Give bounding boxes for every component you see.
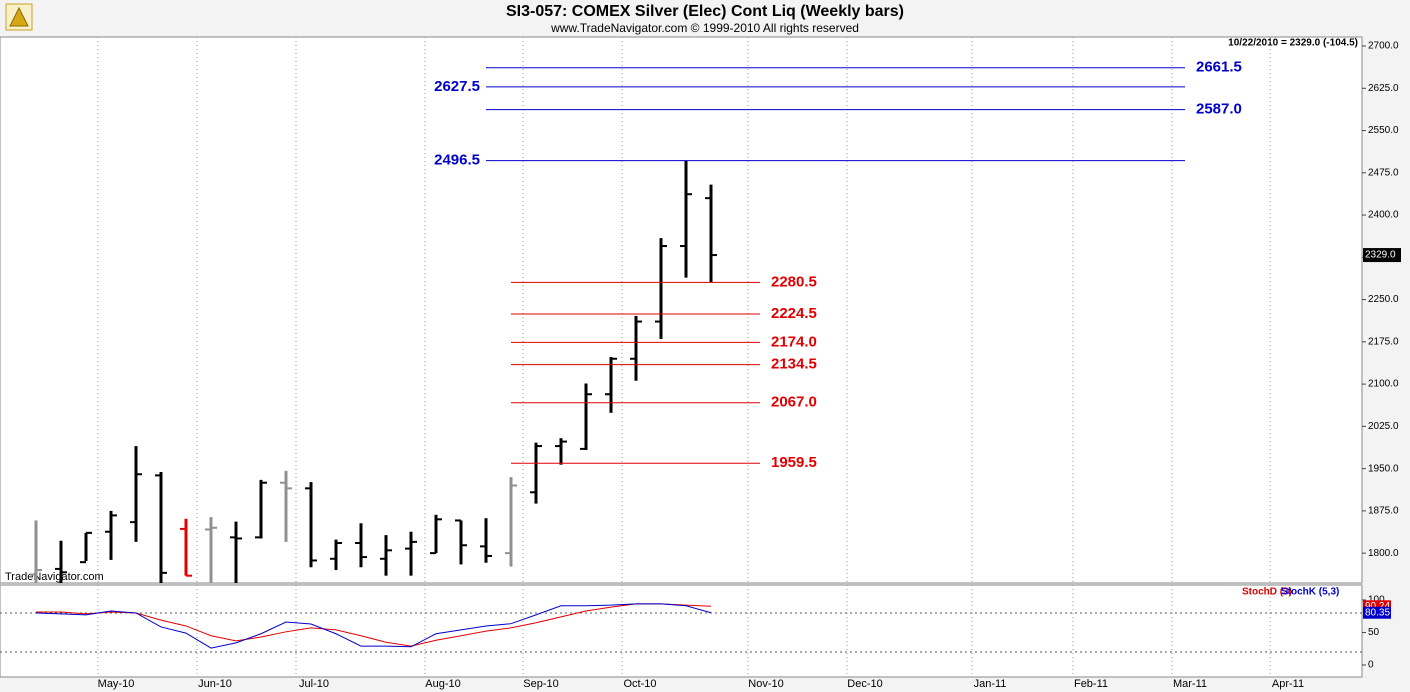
x-tick-label: Mar-11 <box>1173 678 1207 690</box>
price-pane <box>0 36 1363 584</box>
y-tick-label: 0 <box>1368 660 1374 671</box>
level-label: 2627.5 <box>434 78 480 95</box>
quote: 10/22/2010 = 2329.0 (-104.5) <box>1228 38 1358 49</box>
value-tag-label: 90.24 <box>1365 601 1390 612</box>
indicator-pane <box>0 584 1363 678</box>
x-tick-label: May-10 <box>98 678 135 690</box>
y-tick-label: 2700.0 <box>1368 41 1399 52</box>
last-price-label: 2329.0 <box>1365 250 1396 261</box>
y-tick-label: 2025.0 <box>1368 421 1399 432</box>
y-tick-label: 2250.0 <box>1368 294 1399 305</box>
price-plot <box>30 37 1271 583</box>
y-tick-label: 2100.0 <box>1368 379 1399 390</box>
y-tick-label: 1800.0 <box>1368 548 1399 559</box>
level-label: 2587.0 <box>1196 101 1242 118</box>
level-label: 2496.5 <box>434 152 480 169</box>
x-tick-label: Dec-10 <box>847 678 882 690</box>
level-label: 2134.5 <box>771 356 817 373</box>
level-label: 2661.5 <box>1196 59 1242 76</box>
x-tick-label: Sep-10 <box>523 678 558 690</box>
subtitle: www.TradeNavigator.com © 1999-2010 All r… <box>550 21 859 35</box>
legend-entry: StochD (3) <box>1242 587 1292 598</box>
y-tick-label: 100 <box>1368 595 1385 606</box>
y-tick-label: 1950.0 <box>1368 463 1399 474</box>
value-tag-label: 80.35 <box>1365 607 1390 618</box>
x-tick-label: Jul-10 <box>299 678 329 690</box>
level-label: 2224.5 <box>771 305 817 322</box>
level-label: 2174.0 <box>771 333 817 350</box>
x-tick-label: Oct-10 <box>623 678 656 690</box>
indicator-line <box>35 603 712 649</box>
indicator-line <box>36 603 712 647</box>
logo <box>5 3 33 31</box>
x-tick-label: Jun-10 <box>198 678 232 690</box>
watermark: TradeNavigator.com <box>5 571 104 583</box>
level-label: 2280.5 <box>771 273 817 290</box>
x-tick-label: Aug-10 <box>425 678 460 690</box>
legend-entry: StochK (5,3) <box>1281 587 1339 598</box>
y-tick-label: 2625.0 <box>1368 83 1399 94</box>
chart-title: SI3-057: COMEX Silver (Elec) Cont Liq (W… <box>506 3 904 20</box>
x-tick-label: Nov-10 <box>748 678 783 690</box>
value-tag <box>1363 606 1391 619</box>
last-price-tag <box>1363 248 1401 263</box>
y-tick-label: 2475.0 <box>1368 167 1399 178</box>
y-tick-label: 2400.0 <box>1368 210 1399 221</box>
y-tick-label: 50 <box>1368 627 1380 638</box>
level-label: 2067.0 <box>771 394 817 411</box>
level-label: 1959.5 <box>771 454 817 471</box>
x-tick-label: Apr-11 <box>1272 678 1304 690</box>
x-tick-label: Jan-11 <box>974 678 1007 690</box>
x-tick-label: Feb-11 <box>1074 678 1108 690</box>
y-tick-label: 1875.0 <box>1368 506 1399 517</box>
y-tick-label: 2175.0 <box>1368 336 1399 347</box>
y-tick-label: 2550.0 <box>1368 125 1399 136</box>
